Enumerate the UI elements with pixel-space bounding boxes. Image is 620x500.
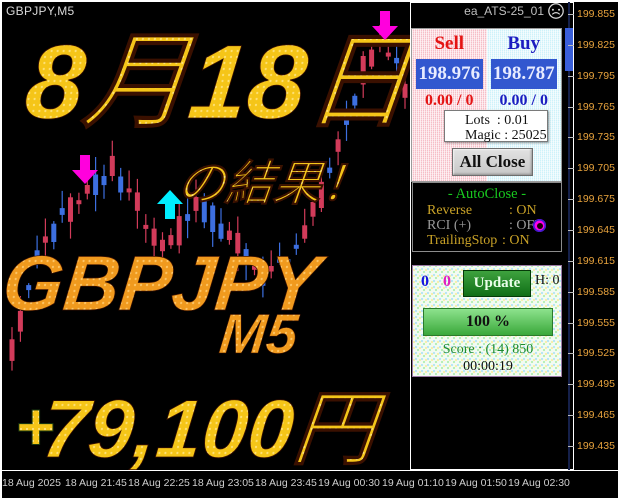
svg-text:79,100円: 79,100円 — [38, 384, 391, 475]
